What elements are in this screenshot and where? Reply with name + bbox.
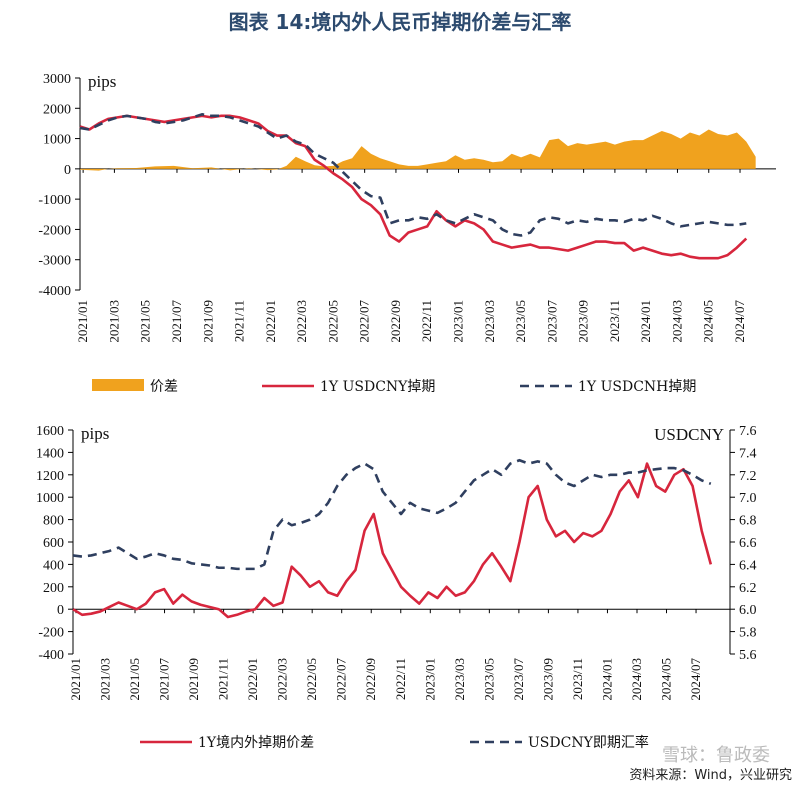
x-tick-label: 2021/11 <box>216 658 231 700</box>
y2-tick-label: 6.0 <box>739 603 757 618</box>
y2-tick-label: 7.2 <box>739 469 757 484</box>
y-tick-label: 1600 <box>36 424 64 439</box>
x-tick-label: 2024/03 <box>669 300 684 343</box>
x-tick-label: 2023/11 <box>607 300 622 342</box>
y-tick-label: 0 <box>64 163 71 178</box>
x-tick-label: 2022/11 <box>393 658 408 700</box>
x-tick-label: 2021/01 <box>75 300 90 343</box>
right-unit-label: USDCNY <box>654 425 724 444</box>
y2-tick-label: 6.2 <box>739 581 757 596</box>
x-tick-label: 2021/03 <box>106 300 121 343</box>
y-tick-label: 1400 <box>36 446 64 461</box>
y-tick-label: -4000 <box>38 284 71 299</box>
y2-tick-label: 7.0 <box>739 491 757 506</box>
y-tick-label: 3000 <box>43 72 71 87</box>
x-tick-label: 2022/05 <box>325 300 340 343</box>
x-tick-label: 2024/05 <box>659 658 674 701</box>
legend-label: 1Y境内外掉期价差 <box>198 735 314 751</box>
y2-tick-label: 6.6 <box>739 536 757 551</box>
x-tick-label: 2023/03 <box>452 658 467 701</box>
y-tick-label: 200 <box>43 581 64 596</box>
series-line-dashed <box>72 458 712 571</box>
y-tick-label: -3000 <box>38 254 71 269</box>
x-tick-label: 2024/07 <box>732 300 747 343</box>
source-note: 资料来源：Wind，兴业研究 <box>629 768 792 783</box>
x-tick-label: 2023/01 <box>422 658 437 701</box>
x-tick-label: 2023/01 <box>450 300 465 343</box>
y2-tick-label: 5.6 <box>739 648 757 663</box>
y2-tick-label: 6.8 <box>739 514 757 529</box>
x-tick-label: 2024/07 <box>688 658 703 701</box>
y2-tick-label: 7.4 <box>739 446 757 461</box>
x-tick-label: 2024/01 <box>599 658 614 701</box>
y-tick-label: 1000 <box>36 491 64 506</box>
y-tick-label: 600 <box>43 536 64 551</box>
y-tick-label: 2000 <box>43 102 71 117</box>
y-tick-label: 0 <box>57 603 64 618</box>
x-tick-label: 2023/11 <box>570 658 585 700</box>
x-tick-label: 2021/01 <box>68 658 83 701</box>
x-tick-label: 2022/01 <box>263 300 278 343</box>
x-tick-label: 2022/01 <box>245 658 260 701</box>
x-tick-label: 2023/09 <box>540 658 555 701</box>
x-tick-label: 2022/09 <box>388 300 403 343</box>
x-tick-label: 2021/09 <box>200 300 215 343</box>
x-tick-label: 2022/05 <box>304 658 319 701</box>
series-area-spread <box>80 129 756 171</box>
y-tick-label: -2000 <box>38 223 71 238</box>
y2-tick-label: 7.6 <box>739 424 757 439</box>
x-tick-label: 2022/03 <box>294 300 309 343</box>
y2-tick-label: 5.8 <box>739 626 757 641</box>
x-tick-label: 2022/03 <box>275 658 290 701</box>
legend-label: USDCNY即期汇率 <box>528 734 649 751</box>
x-tick-label: 2023/09 <box>576 300 591 343</box>
y-tick-label: -1000 <box>38 193 71 208</box>
x-tick-label: 2023/05 <box>513 300 528 343</box>
x-tick-label: 2022/09 <box>363 658 378 701</box>
x-tick-label: 2022/07 <box>334 658 349 701</box>
x-tick-label: 2023/03 <box>482 300 497 343</box>
y2-tick-label: 6.4 <box>739 558 757 573</box>
legend-label: 1Y USDCNH掉期 <box>578 379 696 395</box>
x-tick-label: 2021/05 <box>127 658 142 701</box>
series-line-solid <box>72 462 713 619</box>
y-tick-label: 400 <box>43 558 64 573</box>
y-tick-label: -400 <box>38 648 64 663</box>
y-tick-label: 800 <box>43 514 64 529</box>
y-tick-label: 1000 <box>43 133 71 148</box>
x-tick-label: 2024/01 <box>638 300 653 343</box>
legend-swatch-area <box>92 379 144 391</box>
y-tick-label: 1200 <box>36 469 64 484</box>
x-tick-label: 2024/05 <box>701 300 716 343</box>
left-unit-label: pips <box>88 72 116 91</box>
x-tick-label: 2023/05 <box>481 658 496 701</box>
legend-label: 价差 <box>150 379 178 395</box>
series-line-dashed <box>79 113 747 237</box>
y-tick-label: -200 <box>38 626 64 641</box>
x-tick-label: 2023/07 <box>544 300 559 343</box>
x-tick-label: 2021/07 <box>157 658 172 701</box>
chart-title: 图表 14:境内外人民币掉期价差与汇率 <box>228 10 572 34</box>
legend-label: 1Y USDCNY掉期 <box>320 379 435 395</box>
x-tick-label: 2021/07 <box>169 300 184 343</box>
x-tick-label: 2023/07 <box>511 658 526 701</box>
x-tick-label: 2021/05 <box>138 300 153 343</box>
x-tick-label: 2021/09 <box>186 658 201 701</box>
x-tick-label: 2021/03 <box>97 658 112 701</box>
watermark-text: 雪球：鲁政委 <box>662 745 770 766</box>
x-tick-label: 2022/07 <box>357 300 372 343</box>
x-tick-label: 2021/11 <box>232 300 247 342</box>
left-unit-label: pips <box>81 424 109 443</box>
x-tick-label: 2024/03 <box>629 658 644 701</box>
series-line-solid <box>79 114 748 260</box>
x-tick-label: 2022/11 <box>419 300 434 342</box>
